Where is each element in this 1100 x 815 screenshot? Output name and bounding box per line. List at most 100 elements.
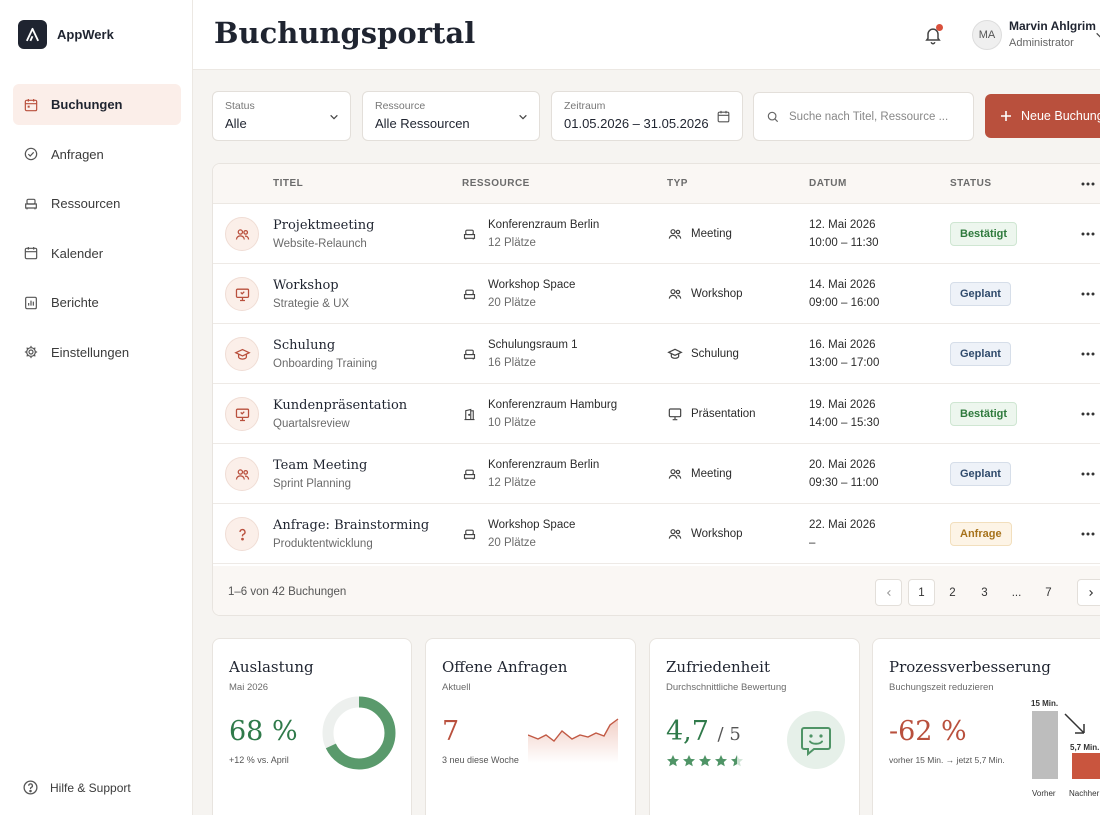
utilization-note: +12 % vs. April — [229, 755, 289, 765]
sidebar-item-ressourcen[interactable]: Ressourcen — [13, 183, 181, 224]
stat-card-open-requests: Offene Anfragen Aktuell 7 3 neu diese Wo… — [425, 638, 636, 815]
resource-filter-select[interactable]: Ressource Alle Ressourcen — [362, 91, 540, 141]
presentation-icon — [235, 408, 249, 421]
row-type-badge — [225, 397, 259, 431]
resource-capacity: 12 Plätze — [488, 237, 536, 249]
notifications-button[interactable] — [923, 24, 943, 45]
column-header-resource[interactable]: RESSOURCE — [462, 178, 530, 189]
booking-time: 09:30 – 11:00 — [809, 477, 879, 489]
brand[interactable]: AppWerk — [18, 20, 114, 49]
booking-type: Meeting — [691, 468, 732, 480]
column-header-date[interactable]: DATUM — [809, 178, 847, 189]
pagination-prev-button[interactable] — [875, 579, 902, 606]
table-row[interactable]: Anfrage: Brainstorming Produktentwicklun… — [213, 504, 1100, 564]
graduation-cap-icon — [667, 348, 683, 359]
booking-title[interactable]: Projektmeeting — [273, 218, 375, 233]
new-booking-button[interactable]: Neue Buchung — [985, 94, 1100, 138]
people-icon — [668, 469, 682, 479]
resource-capacity: 12 Plätze — [488, 477, 536, 489]
booking-date: 14. Mai 2026 — [809, 279, 876, 291]
row-actions-icon[interactable] — [1081, 292, 1095, 296]
chevron-down-icon[interactable] — [1095, 30, 1100, 40]
status-badge: Geplant — [950, 342, 1011, 366]
row-actions-icon[interactable] — [1081, 352, 1095, 356]
help-support-link[interactable]: Hilfe & Support — [22, 779, 131, 796]
user-menu[interactable]: Marvin Ahlgrim Administrator — [1009, 19, 1096, 49]
satisfaction-value: 4,7 — [666, 716, 709, 747]
sidebar-item-anfragen[interactable]: Anfragen — [13, 134, 181, 175]
sidebar-item-label: Kalender — [51, 245, 104, 261]
booking-date: 12. Mai 2026 — [809, 219, 876, 231]
booking-type: Workshop — [691, 528, 743, 540]
row-type-badge — [225, 217, 259, 251]
search-input[interactable] — [789, 110, 959, 123]
sidebar-item-berichte[interactable]: Berichte — [13, 282, 181, 323]
more-options-icon[interactable] — [1081, 182, 1095, 186]
column-header-type[interactable]: TYP — [667, 178, 688, 189]
bar-after — [1072, 753, 1100, 779]
booking-title[interactable]: Team Meeting — [273, 458, 368, 473]
resource-capacity: 20 Plätze — [488, 537, 536, 549]
booking-title[interactable]: Schulung — [273, 338, 336, 353]
sidebar-item-buchungen[interactable]: Buchungen — [13, 84, 181, 125]
people-icon — [668, 289, 682, 299]
table-row[interactable]: Kundenpräsentation Quartalsreview Konfer… — [213, 384, 1100, 444]
row-actions-icon[interactable] — [1081, 232, 1095, 236]
star-rating — [667, 755, 743, 767]
table-row[interactable]: Team Meeting Sprint Planning Konferenzra… — [213, 444, 1100, 504]
column-header-status[interactable]: STATUS — [950, 178, 992, 189]
chevron-right-icon — [1088, 589, 1093, 596]
period-filter-picker[interactable]: Zeitraum 01.05.2026 – 31.05.2026 — [551, 91, 743, 141]
search-box — [753, 92, 974, 141]
star-full-icon — [715, 755, 727, 767]
pagination-page-3[interactable]: 3 — [981, 586, 988, 599]
row-actions-icon[interactable] — [1081, 412, 1095, 416]
pagination-next-button[interactable] — [1077, 579, 1100, 606]
people-icon — [235, 468, 249, 480]
booking-title[interactable]: Workshop — [273, 278, 339, 293]
column-header-title[interactable]: TITEL — [273, 178, 304, 189]
booking-time: 14:00 – 15:30 — [809, 417, 880, 429]
plus-icon — [1001, 111, 1011, 121]
row-actions-icon[interactable] — [1081, 532, 1095, 536]
sidebar-item-label: Einstellungen — [51, 344, 130, 360]
pagination-page-1[interactable]: 1 — [908, 579, 935, 606]
table-row[interactable]: Projektmeeting Website-Relaunch Konferen… — [213, 204, 1100, 264]
check-circle-icon — [24, 147, 38, 161]
status-filter-select[interactable]: Status Alle — [212, 91, 351, 141]
booking-title[interactable]: Kundenpräsentation — [273, 398, 408, 413]
star-half-icon — [731, 755, 743, 767]
table-row[interactable]: Workshop Strategie & UX Workshop Space 2… — [213, 264, 1100, 324]
table-row[interactable]: Schulung Onboarding Training Schulungsra… — [213, 324, 1100, 384]
sidebar-item-label: Ressourcen — [51, 196, 121, 211]
status-badge: Geplant — [950, 282, 1011, 306]
chevron-down-icon — [330, 114, 338, 120]
presentation-icon — [235, 288, 249, 301]
card-subtitle: Buchungszeit reduzieren — [889, 682, 994, 693]
user-role: Administrator — [1009, 37, 1074, 49]
pagination-ellipsis: ... — [1011, 586, 1022, 599]
status-badge: Anfrage — [950, 522, 1012, 546]
sidebar-item-label: Berichte — [51, 295, 99, 310]
pagination-page-7[interactable]: 7 — [1045, 586, 1052, 599]
resource-capacity: 20 Plätze — [488, 297, 536, 309]
table-footer: 1–6 von 42 Buchungen 1 2 3 ... 7 — [213, 566, 1100, 615]
help-icon — [23, 780, 38, 795]
row-type-badge — [225, 517, 259, 551]
card-subtitle: Durchschnittliche Bewertung — [666, 682, 787, 693]
app-name: AppWerk — [57, 27, 114, 42]
sidebar-item-kalender[interactable]: Kalender — [13, 233, 181, 274]
open-requests-note: 3 neu diese Woche — [442, 755, 519, 765]
utilization-value: 68 % — [229, 716, 298, 747]
avatar[interactable]: MA — [972, 20, 1002, 50]
row-actions-icon[interactable] — [1081, 472, 1095, 476]
booking-title[interactable]: Anfrage: Brainstorming — [273, 518, 430, 533]
notification-dot — [936, 24, 943, 31]
booking-type: Meeting — [691, 228, 732, 240]
sidebar-item-einstellungen[interactable]: Einstellungen — [13, 332, 181, 373]
help-label: Hilfe & Support — [50, 780, 131, 795]
filter-label: Status — [225, 100, 255, 112]
booking-date: 20. Mai 2026 — [809, 459, 876, 471]
pagination-page-2[interactable]: 2 — [949, 586, 956, 599]
sofa-icon — [463, 289, 476, 300]
